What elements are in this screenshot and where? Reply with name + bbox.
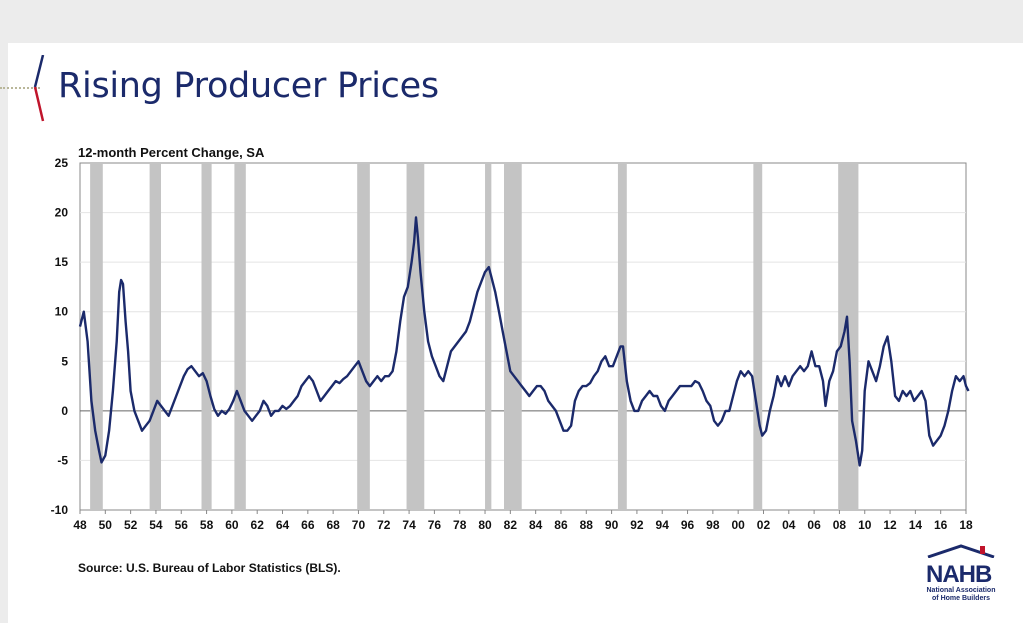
x-tick-label: 78 xyxy=(453,518,467,532)
title-accent-bracket xyxy=(33,55,45,122)
y-tick-label: 10 xyxy=(55,305,69,319)
y-axis-ticks: -10 -5 0 5 10 15 20 25 xyxy=(51,156,69,517)
x-tick-label: 04 xyxy=(782,518,796,532)
y-tick-label: 0 xyxy=(61,404,68,418)
x-tick-label: 66 xyxy=(301,518,315,532)
recession-band xyxy=(406,164,425,509)
x-axis-ticks: 48 50 52 54 56 58 60 62 64 66 68 70 72 74 76 78 80 82 84 86… xyxy=(73,510,973,532)
x-tick-label: 14 xyxy=(909,518,923,532)
x-tick-label: 92 xyxy=(630,518,644,532)
x-tick-label: 62 xyxy=(251,518,265,532)
source-note: Source: U.S. Bureau of Labor Statistics … xyxy=(78,561,341,575)
y-tick-label: 15 xyxy=(55,255,69,269)
x-tick-label: 08 xyxy=(833,518,847,532)
x-tick-label: 74 xyxy=(402,518,416,532)
x-tick-label: 54 xyxy=(149,518,163,532)
x-tick-label: 82 xyxy=(504,518,518,532)
x-tick-label: 18 xyxy=(959,518,973,532)
recession-band xyxy=(357,164,370,509)
x-tick-label: 94 xyxy=(656,518,670,532)
logo-letters: NAHB xyxy=(926,561,992,588)
x-tick-label: 60 xyxy=(225,518,239,532)
logo-caption-2: of Home Builders xyxy=(932,595,990,602)
x-tick-label: 98 xyxy=(706,518,720,532)
x-tick-label: 72 xyxy=(377,518,391,532)
ppi-series-line xyxy=(78,216,970,467)
x-tick-label: 12 xyxy=(883,518,897,532)
series-layer xyxy=(78,216,970,467)
x-tick-label: 00 xyxy=(731,518,745,532)
x-tick-label: 68 xyxy=(326,518,340,532)
recession-band xyxy=(504,164,522,509)
recession-band xyxy=(234,164,246,509)
gridlines xyxy=(80,212,966,461)
x-tick-label: 96 xyxy=(681,518,695,532)
x-tick-label: 88 xyxy=(580,518,594,532)
y-tick-label: 20 xyxy=(55,206,69,220)
x-tick-label: 56 xyxy=(175,518,189,532)
slide-title: Rising Producer Prices xyxy=(58,66,439,106)
x-tick-label: 90 xyxy=(605,518,619,532)
x-tick-label: 06 xyxy=(807,518,821,532)
y-tick-label: 25 xyxy=(55,156,69,170)
chart-subtitle: 12-month Percent Change, SA xyxy=(78,145,265,160)
house-roof-icon xyxy=(927,544,995,559)
x-tick-label: 76 xyxy=(428,518,442,532)
recession-band xyxy=(201,164,212,509)
x-tick-label: 02 xyxy=(757,518,771,532)
x-tick-label: 50 xyxy=(99,518,113,532)
x-tick-label: 84 xyxy=(529,518,543,532)
x-tick-label: 48 xyxy=(73,518,87,532)
logo-caption-1: National Association xyxy=(926,587,996,594)
y-tick-label: -5 xyxy=(57,453,68,467)
y-tick-label: -10 xyxy=(51,503,69,517)
title-accent-dots xyxy=(0,87,40,89)
x-tick-label: 58 xyxy=(200,518,214,532)
recession-band xyxy=(149,164,162,509)
x-tick-label: 16 xyxy=(934,518,948,532)
x-tick-label: 86 xyxy=(554,518,568,532)
plot-area xyxy=(79,162,967,511)
nahb-logo: NAHB National Association of Home Builde… xyxy=(926,544,996,603)
x-tick-label: 64 xyxy=(276,518,290,532)
recession-band xyxy=(485,164,492,509)
x-tick-label: 10 xyxy=(858,518,872,532)
y-tick-label: 5 xyxy=(61,354,68,368)
recession-band xyxy=(753,164,763,509)
x-tick-label: 80 xyxy=(478,518,492,532)
recession-band xyxy=(617,164,627,509)
x-tick-label: 52 xyxy=(124,518,138,532)
x-tick-label: 70 xyxy=(352,518,366,532)
